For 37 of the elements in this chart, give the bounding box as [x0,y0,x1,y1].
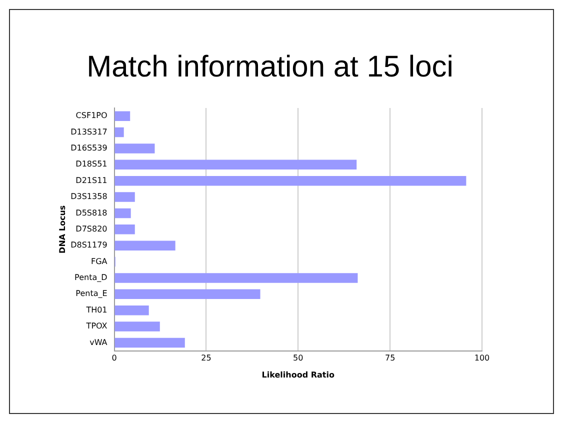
y-tick-label: TPOX [85,322,108,331]
bar [114,208,131,218]
y-tick-label: D13S317 [70,127,108,136]
y-tick-label: Penta_E [76,289,108,298]
y-tick-label: D7S820 [76,224,108,234]
y-axis-title: DNA Locus [58,205,67,254]
bar [114,338,185,348]
y-tick-label: D3S1358 [70,192,108,202]
y-tick-label: D18S51 [76,160,108,169]
bar [114,160,357,170]
x-tick-label: 100 [474,354,490,363]
bar [114,176,466,186]
y-tick-label: D8S1179 [70,240,108,250]
bar [114,111,130,121]
bar [114,144,155,154]
bar [114,322,160,332]
x-tick-label: 25 [201,354,212,363]
bar [114,273,358,283]
x-tick-label: 0 [112,354,117,363]
bar [114,224,135,234]
x-axis-title: Likelihood Ratio [262,370,335,380]
y-tick-label: FGA [91,256,108,266]
y-tick-label: D21S11 [76,176,108,185]
chart-title: Match information at 15 loci [86,50,454,84]
y-tick-label: D5S818 [76,208,108,218]
bar [114,127,124,138]
x-tick-label: 50 [293,354,304,363]
y-tick-label: vWA [90,338,108,347]
bar [114,192,135,202]
y-tick-label: CSF1PO [76,111,108,120]
y-tick-label: D16S539 [70,144,108,153]
bar [114,289,260,300]
x-tick-label: 75 [384,354,396,363]
y-tick-label: Penta_D [74,273,108,282]
bar [114,240,176,250]
y-tick-label: TH01 [85,305,108,314]
bar [114,305,149,316]
